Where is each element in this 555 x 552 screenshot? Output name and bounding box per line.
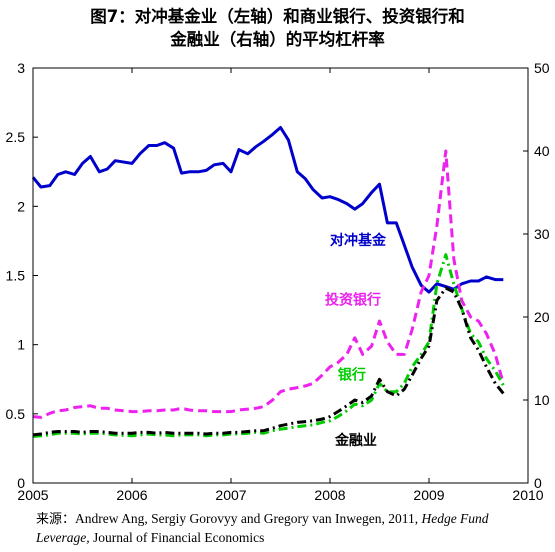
series-label-1: 投资银行: [325, 292, 381, 309]
y-left-tick-label-4: 2: [17, 198, 25, 214]
y-left-tick-label-5: 2.5: [6, 129, 26, 145]
y-left-tick-label-6: 3: [17, 60, 25, 76]
chart-title-line2: 金融业（右轴）的平均杠杆率: [170, 30, 385, 49]
series-label-2: 银行: [338, 366, 366, 383]
y-right-tick-label-1: 10: [534, 392, 550, 408]
y-right-tick-label-5: 50: [534, 60, 550, 76]
series-line-3: [32, 286, 505, 437]
x-tick-label-1: 2006: [116, 487, 147, 503]
y-left-tick-label-0: 0: [17, 475, 25, 491]
x-tick-label-2: 2007: [215, 487, 246, 503]
y-right-tick-label-0: 0: [534, 475, 542, 491]
series-line-2: [32, 253, 505, 438]
source-label: 来源：: [36, 512, 76, 527]
series-label-3: 金融业: [334, 432, 377, 449]
series-line-1: [32, 149, 505, 419]
x-tick-label-3: 2008: [314, 487, 345, 503]
x-tick-label-5: 2010: [512, 487, 543, 503]
series-label-0: 对冲基金: [330, 232, 387, 249]
y-right-tick-label-2: 20: [534, 309, 550, 325]
x-tick-label-0: 2005: [17, 487, 48, 503]
series-line-0: [31, 126, 504, 294]
y-left-tick-label-3: 1.5: [6, 268, 26, 284]
y-left-tick-label-2: 1: [17, 337, 25, 353]
source-authors: Andrew Ang, Sergiy Gorovyy and Gregory v…: [75, 511, 419, 526]
y-right-tick-label-4: 40: [534, 143, 550, 159]
chart-title-line1: 图7：对冲基金业（左轴）和商业银行、投资银行和: [90, 7, 465, 26]
x-tick-label-4: 2009: [413, 487, 444, 503]
source-journal: Journal of Financial Economics: [92, 530, 265, 545]
source-note: 来源：Andrew Ang, Sergiy Gorovyy and Gregor…: [36, 510, 536, 547]
y-right-tick-label-3: 30: [534, 226, 550, 242]
y-left-tick-label-1: 0.5: [6, 406, 26, 422]
source-paper-title: Hedge Fund Leverage,: [36, 511, 489, 545]
